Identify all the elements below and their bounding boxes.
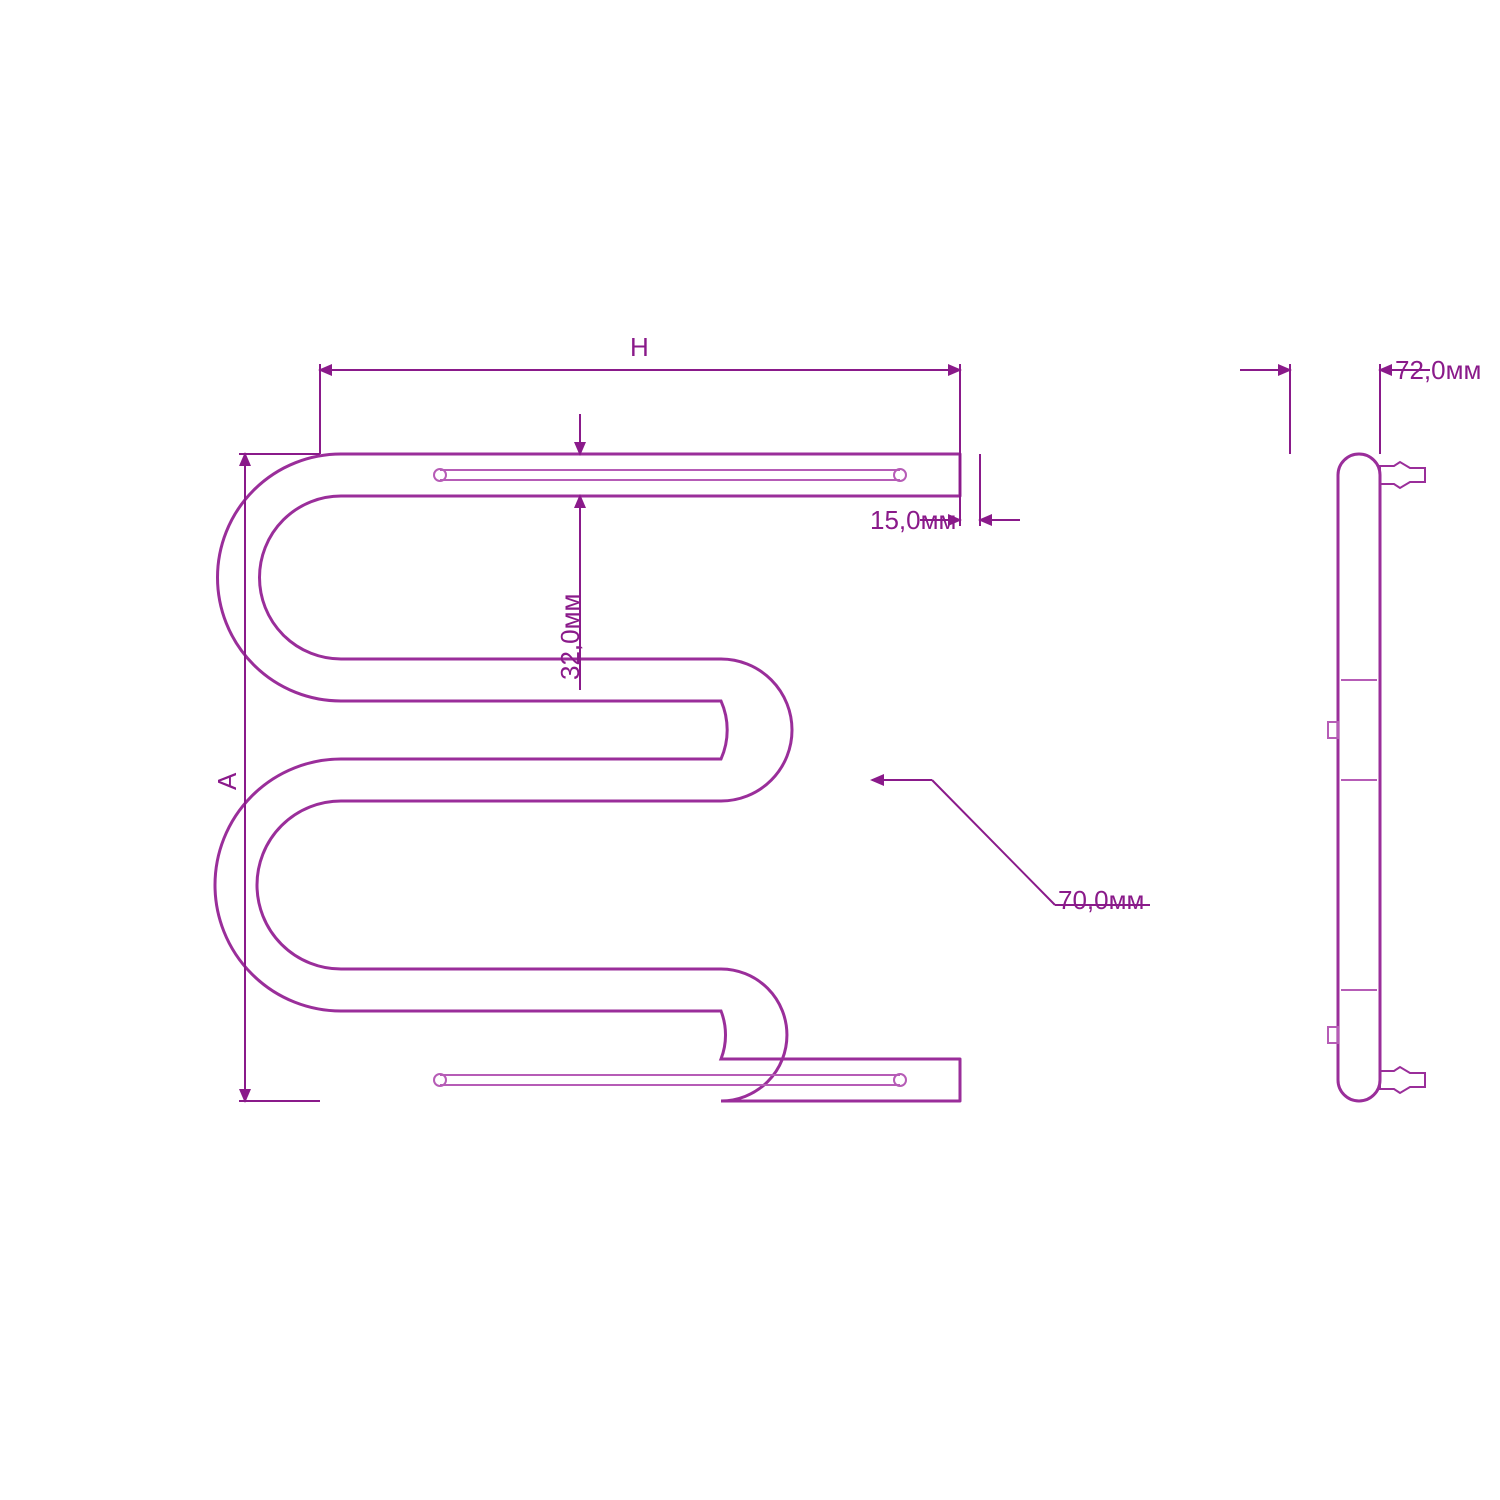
dim-label-H: H [630,332,649,363]
dim-label-15: 15,0мм [870,505,956,536]
dim-label-A: A [212,773,243,790]
dim-label-72: 72,0мм [1395,355,1481,386]
front-view [215,454,960,1101]
dimension-lines [239,364,1430,1101]
dim-label-70: 70,0мм [1058,885,1144,916]
technical-drawing [0,0,1500,1500]
side-view [1328,454,1425,1101]
dim-label-32: 32,0мм [555,594,586,680]
